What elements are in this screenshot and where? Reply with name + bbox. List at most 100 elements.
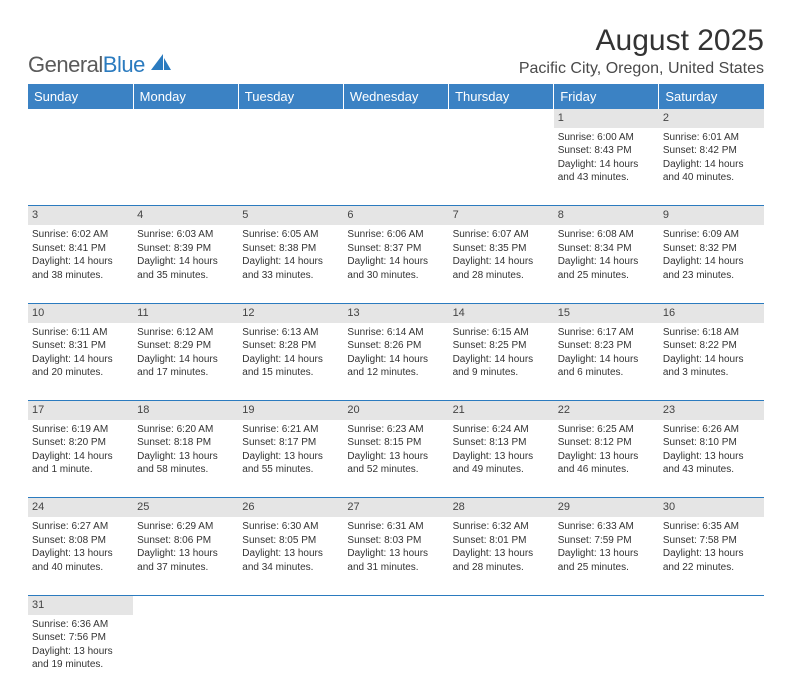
daylight-line: Daylight: 14 hours [347,255,444,269]
day-cell: Sunrise: 6:23 AMSunset: 8:15 PMDaylight:… [343,420,448,498]
day-number: 3 [28,206,133,225]
day-cell: Sunrise: 6:21 AMSunset: 8:17 PMDaylight:… [238,420,343,498]
day-cell: Sunrise: 6:26 AMSunset: 8:10 PMDaylight:… [659,420,764,498]
sunrise-line: Sunrise: 6:00 AM [558,131,655,145]
sunset-line: Sunset: 8:25 PM [453,339,550,353]
day-number: 10 [28,303,133,322]
sunset-line: Sunset: 8:38 PM [242,242,339,256]
day-number-row: 17181920212223 [28,401,764,420]
daylight-line: and 12 minutes. [347,366,444,380]
daylight-line: Daylight: 14 hours [137,353,234,367]
daylight-line: and 28 minutes. [453,269,550,283]
sunset-line: Sunset: 8:20 PM [32,436,129,450]
daylight-line: Daylight: 14 hours [453,255,550,269]
day-header: Wednesday [343,84,448,109]
sunset-line: Sunset: 8:37 PM [347,242,444,256]
day-number: 24 [28,498,133,517]
sunrise-line: Sunrise: 6:33 AM [558,520,655,534]
daylight-line: Daylight: 13 hours [242,547,339,561]
day-header: Thursday [449,84,554,109]
calendar-table: SundayMondayTuesdayWednesdayThursdayFrid… [28,84,764,693]
sunset-line: Sunset: 8:10 PM [663,436,760,450]
sunset-line: Sunset: 8:01 PM [453,534,550,548]
sunset-line: Sunset: 8:28 PM [242,339,339,353]
day-header: Sunday [28,84,133,109]
day-cell: Sunrise: 6:36 AMSunset: 7:56 PMDaylight:… [28,615,133,693]
daylight-line: Daylight: 13 hours [558,450,655,464]
daylight-line: and 31 minutes. [347,561,444,575]
sunrise-line: Sunrise: 6:09 AM [663,228,760,242]
day-number [28,109,133,128]
daylight-line: Daylight: 13 hours [558,547,655,561]
day-cell: Sunrise: 6:35 AMSunset: 7:58 PMDaylight:… [659,517,764,595]
day-number: 30 [659,498,764,517]
daylight-line: and 6 minutes. [558,366,655,380]
sunrise-line: Sunrise: 6:24 AM [453,423,550,437]
daylight-line: Daylight: 13 hours [137,547,234,561]
sunrise-line: Sunrise: 6:12 AM [137,326,234,340]
sunrise-line: Sunrise: 6:25 AM [558,423,655,437]
daylight-line: Daylight: 13 hours [663,547,760,561]
sunrise-line: Sunrise: 6:31 AM [347,520,444,534]
day-number: 15 [554,303,659,322]
sunset-line: Sunset: 8:43 PM [558,144,655,158]
daylight-line: Daylight: 14 hours [137,255,234,269]
day-number: 6 [343,206,448,225]
day-cell: Sunrise: 6:20 AMSunset: 8:18 PMDaylight:… [133,420,238,498]
day-number: 9 [659,206,764,225]
day-number: 25 [133,498,238,517]
day-content-row: Sunrise: 6:02 AMSunset: 8:41 PMDaylight:… [28,225,764,303]
daylight-line: Daylight: 14 hours [558,158,655,172]
day-cell [554,615,659,693]
sunrise-line: Sunrise: 6:06 AM [347,228,444,242]
day-number-row: 12 [28,109,764,128]
daylight-line: and 15 minutes. [242,366,339,380]
daylight-line: and 55 minutes. [242,463,339,477]
sunset-line: Sunset: 8:17 PM [242,436,339,450]
sunset-line: Sunset: 8:32 PM [663,242,760,256]
day-number: 18 [133,401,238,420]
daylight-line: and 46 minutes. [558,463,655,477]
daylight-line: Daylight: 14 hours [32,255,129,269]
daylight-line: and 34 minutes. [242,561,339,575]
sunset-line: Sunset: 8:29 PM [137,339,234,353]
sunset-line: Sunset: 8:15 PM [347,436,444,450]
day-cell [133,128,238,206]
daylight-line: Daylight: 14 hours [32,450,129,464]
sunset-line: Sunset: 8:03 PM [347,534,444,548]
daylight-line: Daylight: 14 hours [347,353,444,367]
sunset-line: Sunset: 8:18 PM [137,436,234,450]
day-number-row: 24252627282930 [28,498,764,517]
daylight-line: Daylight: 13 hours [32,547,129,561]
day-number-row: 3456789 [28,206,764,225]
day-number-row: 10111213141516 [28,303,764,322]
sunrise-line: Sunrise: 6:26 AM [663,423,760,437]
daylight-line: and 9 minutes. [453,366,550,380]
day-header: Saturday [659,84,764,109]
sunrise-line: Sunrise: 6:14 AM [347,326,444,340]
sail-icon [149,52,173,78]
daylight-line: and 33 minutes. [242,269,339,283]
daylight-line: Daylight: 13 hours [242,450,339,464]
day-cell: Sunrise: 6:07 AMSunset: 8:35 PMDaylight:… [449,225,554,303]
sunset-line: Sunset: 8:22 PM [663,339,760,353]
daylight-line: and 43 minutes. [663,463,760,477]
day-cell: Sunrise: 6:11 AMSunset: 8:31 PMDaylight:… [28,323,133,401]
daylight-line: and 40 minutes. [32,561,129,575]
day-number: 2 [659,109,764,128]
daylight-line: and 52 minutes. [347,463,444,477]
daylight-line: and 17 minutes. [137,366,234,380]
day-cell: Sunrise: 6:31 AMSunset: 8:03 PMDaylight:… [343,517,448,595]
sunset-line: Sunset: 7:59 PM [558,534,655,548]
day-number [133,109,238,128]
sunrise-line: Sunrise: 6:07 AM [453,228,550,242]
sunrise-line: Sunrise: 6:29 AM [137,520,234,534]
daylight-line: and 20 minutes. [32,366,129,380]
daylight-line: and 30 minutes. [347,269,444,283]
sunrise-line: Sunrise: 6:17 AM [558,326,655,340]
day-number: 19 [238,401,343,420]
day-cell: Sunrise: 6:01 AMSunset: 8:42 PMDaylight:… [659,128,764,206]
daylight-line: and 40 minutes. [663,171,760,185]
daylight-line: and 3 minutes. [663,366,760,380]
day-number: 22 [554,401,659,420]
